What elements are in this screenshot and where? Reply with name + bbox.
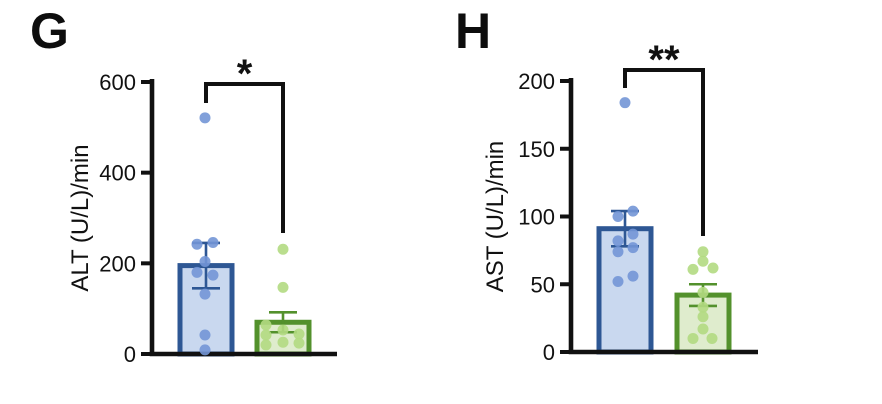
data-point <box>277 324 289 336</box>
data-point <box>277 243 289 255</box>
y-axis-label: ALT (U/L)/min <box>67 144 94 291</box>
data-point <box>207 236 219 248</box>
panel-h: 0 50 100 150 200 AST (U/L)/min ** <box>482 38 758 365</box>
y-tick-label: 100 <box>518 205 555 230</box>
y-tick-label: 50 <box>531 272 555 297</box>
data-point <box>277 336 289 348</box>
y-tick-label: 150 <box>518 137 555 162</box>
data-point <box>199 288 211 300</box>
data-point <box>707 262 719 274</box>
data-point <box>697 323 709 335</box>
data-point <box>191 266 203 278</box>
data-point <box>199 329 211 341</box>
panel-label-g: G <box>30 3 69 59</box>
significance-label: ** <box>648 38 680 82</box>
data-point <box>612 235 624 247</box>
data-point <box>627 228 639 240</box>
data-point <box>706 332 718 344</box>
data-point <box>199 112 211 124</box>
data-point <box>191 238 203 250</box>
data-point <box>697 311 709 323</box>
y-axis-label: AST (U/L)/min <box>482 141 509 293</box>
data-point <box>697 286 709 298</box>
panel-g: 0 200 400 600 ALT (U/L)/min * <box>67 52 337 367</box>
data-point <box>260 319 272 331</box>
data-point <box>697 246 709 258</box>
data-point <box>619 97 631 109</box>
y-tick-label: 0 <box>543 340 555 365</box>
data-point <box>199 344 211 356</box>
y-tick-label: 600 <box>99 70 136 95</box>
data-point <box>260 339 272 351</box>
data-point <box>293 328 305 340</box>
data-point <box>207 269 219 281</box>
data-point <box>260 329 272 341</box>
data-point <box>612 211 624 222</box>
y-tick-label: 0 <box>124 342 136 367</box>
data-point <box>687 332 699 344</box>
significance-label: * <box>237 52 253 96</box>
y-tick-label: 400 <box>99 161 136 186</box>
data-point <box>687 263 699 275</box>
y-tick-label: 200 <box>99 251 136 276</box>
data-point <box>627 270 639 282</box>
data-point <box>627 205 639 217</box>
significance-bracket <box>204 82 285 233</box>
data-point <box>697 301 709 313</box>
data-point <box>199 256 211 268</box>
y-tick-label: 200 <box>518 69 555 94</box>
significance-bracket <box>623 68 705 236</box>
data-point <box>277 281 289 293</box>
data-point <box>293 337 305 349</box>
data-point <box>697 255 709 267</box>
data-point <box>612 276 624 288</box>
data-point <box>612 246 624 258</box>
data-point <box>627 242 639 254</box>
panel-label-h: H <box>455 3 492 59</box>
